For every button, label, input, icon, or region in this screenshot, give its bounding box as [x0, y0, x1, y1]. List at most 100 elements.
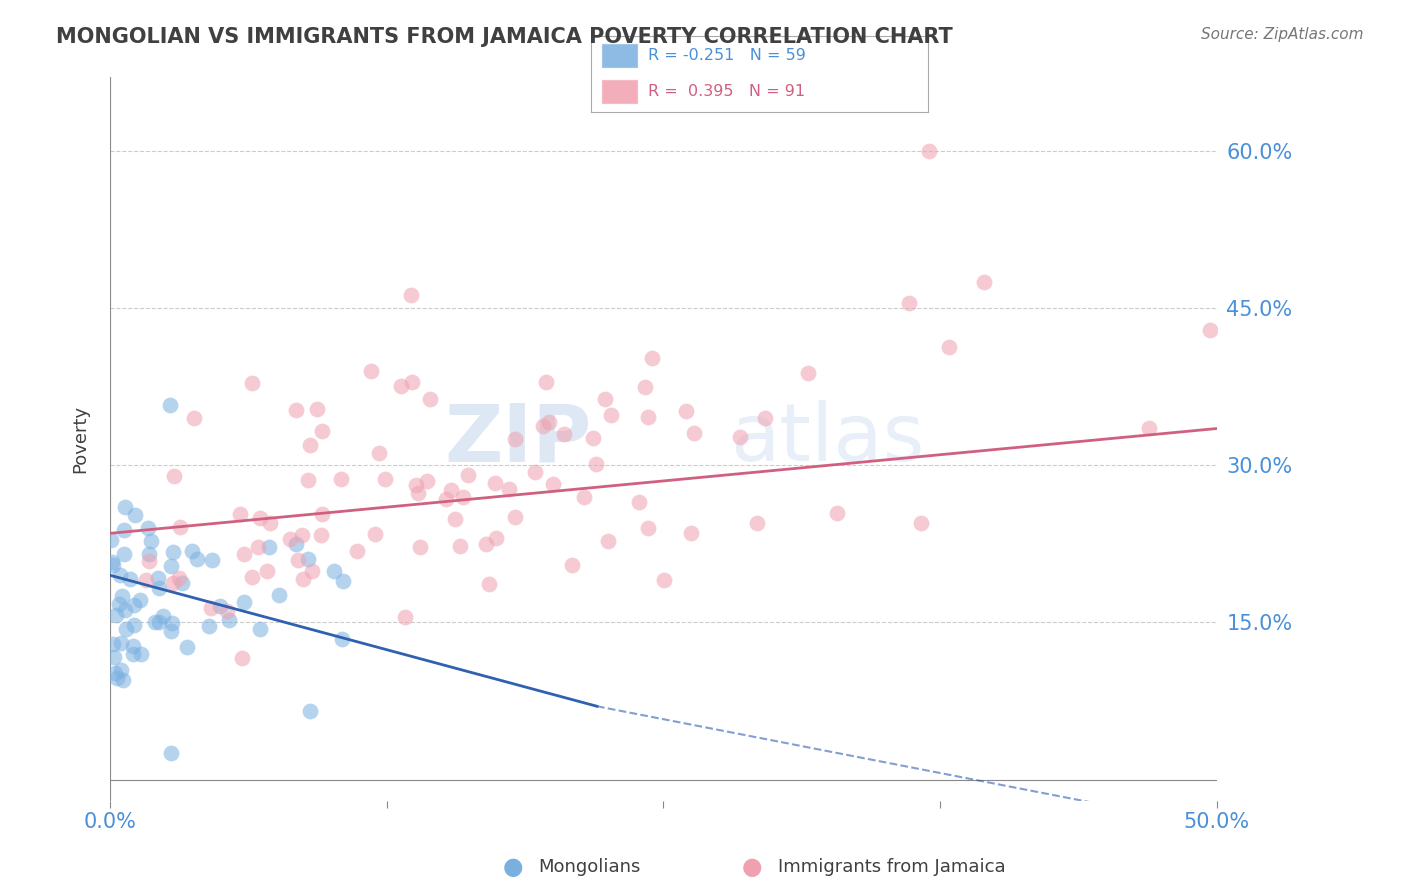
Point: [572, 490, 595, 504]
Point: [138, 547, 160, 561]
Point: [240, 570, 263, 584]
Text: R = -0.251   N = 59: R = -0.251 N = 59: [648, 47, 806, 62]
Point: [973, 276, 995, 290]
Point: [108, 568, 131, 582]
Point: [297, 552, 319, 566]
Point: [683, 426, 706, 441]
Point: [231, 651, 253, 665]
Point: [129, 647, 152, 661]
Point: [232, 547, 254, 561]
Point: [301, 564, 323, 578]
Point: [581, 431, 603, 445]
Point: [541, 477, 564, 491]
Point: [938, 340, 960, 354]
Y-axis label: Poverty: Poverty: [72, 405, 89, 473]
Point: [585, 457, 607, 471]
Point: [107, 598, 129, 612]
Point: [278, 532, 301, 546]
Point: [249, 622, 271, 636]
Point: [169, 571, 191, 585]
Point: [291, 528, 314, 542]
Point: [100, 533, 122, 547]
Point: [112, 673, 135, 687]
Point: [111, 589, 134, 603]
Point: [115, 622, 138, 636]
Point: [259, 516, 281, 531]
Point: [285, 402, 308, 417]
Point: [797, 367, 820, 381]
Text: Source: ZipAtlas.com: Source: ZipAtlas.com: [1201, 27, 1364, 42]
Point: [910, 516, 932, 530]
Point: [162, 545, 184, 559]
Point: [292, 572, 315, 586]
Point: [200, 600, 222, 615]
Point: [217, 604, 239, 618]
Point: [406, 486, 429, 500]
Point: [329, 472, 352, 486]
Point: [457, 468, 479, 483]
Point: [434, 491, 457, 506]
Point: [159, 398, 181, 412]
Point: [110, 663, 132, 677]
Text: ●: ●: [742, 855, 762, 879]
Point: [405, 477, 427, 491]
Point: [346, 543, 368, 558]
Point: [627, 495, 650, 509]
Point: [201, 552, 224, 566]
Point: [112, 547, 135, 561]
Point: [105, 671, 128, 685]
Point: [118, 572, 141, 586]
Point: [101, 558, 124, 573]
Point: [129, 592, 152, 607]
Point: [256, 564, 278, 578]
Point: [169, 520, 191, 534]
Point: [208, 599, 231, 613]
Point: [332, 574, 354, 588]
Point: [389, 379, 412, 393]
Point: [641, 351, 664, 365]
Point: [146, 571, 169, 585]
Point: [451, 491, 474, 505]
Point: [135, 574, 157, 588]
Point: [103, 638, 125, 652]
Point: [728, 430, 751, 444]
Point: [1137, 420, 1160, 434]
Point: [122, 647, 145, 661]
Point: [259, 540, 281, 554]
Point: [176, 640, 198, 655]
Point: [307, 402, 329, 417]
Point: [162, 576, 184, 591]
Point: [598, 533, 620, 548]
Point: [560, 558, 582, 573]
Text: MONGOLIAN VS IMMIGRANTS FROM JAMAICA POVERTY CORRELATION CHART: MONGOLIAN VS IMMIGRANTS FROM JAMAICA POV…: [56, 27, 953, 46]
Point: [247, 541, 270, 555]
Point: [159, 624, 181, 638]
Point: [114, 603, 136, 617]
Point: [401, 375, 423, 389]
Point: [416, 474, 439, 488]
Point: [139, 533, 162, 548]
Point: [101, 556, 124, 570]
Point: [443, 512, 465, 526]
Point: [675, 404, 697, 418]
Point: [112, 523, 135, 537]
Point: [186, 552, 208, 566]
Point: [498, 483, 520, 497]
Text: Immigrants from Jamaica: Immigrants from Jamaica: [778, 858, 1005, 876]
Point: [825, 506, 848, 520]
Point: [754, 411, 776, 425]
Point: [478, 576, 501, 591]
Point: [298, 438, 321, 452]
Point: [553, 426, 575, 441]
Point: [475, 537, 498, 551]
Point: [232, 595, 254, 609]
Point: [679, 526, 702, 541]
Point: [152, 609, 174, 624]
Point: [136, 521, 159, 535]
Point: [110, 636, 132, 650]
Point: [374, 472, 396, 486]
Point: [419, 392, 441, 407]
Bar: [600, 78, 638, 104]
Point: [634, 380, 657, 394]
Point: [637, 521, 659, 535]
